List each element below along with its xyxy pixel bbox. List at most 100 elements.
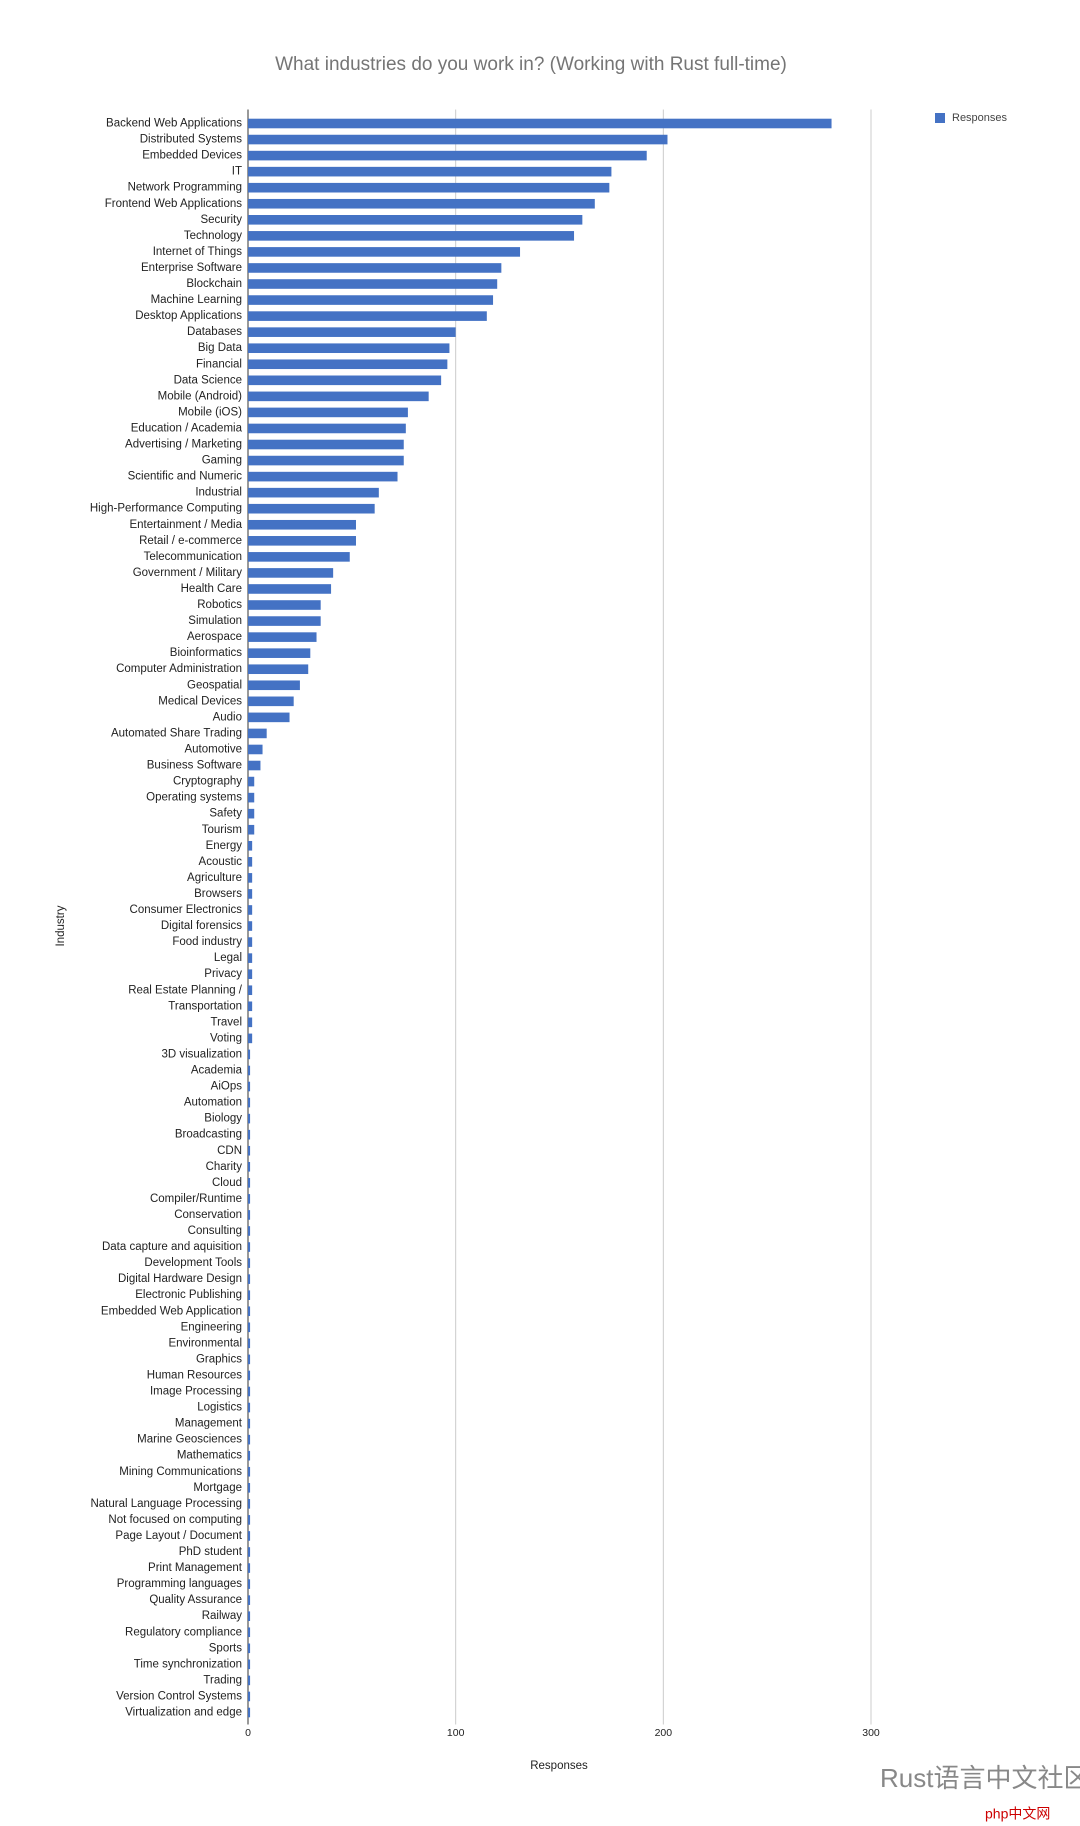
bar: [248, 134, 668, 145]
bar: [248, 985, 253, 996]
y-tick-label: Data Science: [174, 374, 242, 386]
bar: [248, 503, 375, 514]
bar: [248, 552, 350, 562]
bar: [248, 1001, 253, 1012]
y-tick-label: Technology: [184, 230, 242, 242]
bar: [248, 1386, 251, 1397]
y-tick-label: Not focused on computing: [108, 1514, 242, 1526]
bar: [248, 1274, 251, 1284]
y-tick-label: Image Processing: [150, 1386, 242, 1398]
y-tick-label: Health Care: [181, 583, 242, 595]
y-tick-label: Simulation: [188, 615, 242, 627]
y-tick-label: Computer Administration: [116, 663, 242, 675]
y-tick-label: Frontend Web Applications: [105, 198, 242, 210]
y-tick-label: Desktop Applications: [135, 310, 242, 322]
bar: [248, 1290, 251, 1300]
bar: [248, 1081, 251, 1092]
y-tick-label: Telecommunication: [144, 551, 242, 563]
y-tick-label: Virtualization and edge: [125, 1707, 242, 1719]
y-tick-label: Databases: [187, 326, 242, 338]
y-tick-label: PhD student: [179, 1546, 243, 1558]
y-tick-label: Broadcasting: [175, 1129, 242, 1141]
y-tick-label: Trading: [203, 1674, 242, 1686]
bar: [248, 1418, 251, 1429]
y-tick-label: Machine Learning: [151, 294, 242, 306]
y-tick-label: Industrial: [195, 487, 242, 499]
y-tick-label: Version Control Systems: [116, 1690, 242, 1702]
y-tick-label: Quality Assurance: [149, 1594, 242, 1606]
bar: [248, 1370, 251, 1381]
y-tick-label: Sports: [209, 1642, 242, 1654]
y-tick-label: Embedded Web Application: [101, 1305, 242, 1317]
bar: [248, 889, 253, 899]
y-tick-label: Blockchain: [186, 278, 242, 290]
bar: [248, 1097, 251, 1108]
bar: [248, 1659, 251, 1670]
bar: [248, 263, 502, 273]
y-tick-label: Data capture and aquisition: [102, 1241, 242, 1253]
y-tick-label: Government / Military: [133, 567, 243, 579]
bar: [248, 1145, 251, 1156]
bar: [248, 1049, 251, 1060]
bar: [248, 648, 311, 658]
y-tick-label: Bioinformatics: [170, 647, 242, 659]
bar: [248, 118, 832, 129]
bar: [248, 1178, 251, 1188]
bar: [248, 953, 253, 963]
y-tick-label: AiOps: [211, 1081, 243, 1093]
y-tick-label: Gaming: [202, 455, 242, 467]
y-tick-label: Browsers: [194, 888, 242, 900]
bar: [248, 921, 253, 931]
y-tick-label: Operating systems: [146, 792, 242, 804]
y-tick-label: Environmental: [168, 1337, 242, 1349]
y-tick-label: Medical Devices: [158, 695, 242, 707]
bar: [248, 198, 595, 209]
y-tick-label: Charity: [206, 1161, 243, 1173]
bar: [248, 905, 253, 915]
bar: [248, 1033, 253, 1044]
bar: [248, 1627, 251, 1638]
y-tick-label: Acoustic: [199, 856, 243, 868]
bar: [248, 792, 255, 803]
y-tick-label: Regulatory compliance: [125, 1626, 242, 1638]
y-tick-label: Digital forensics: [161, 920, 242, 932]
bar: [248, 1242, 251, 1252]
y-tick-label: Real Estate Planning /: [128, 984, 243, 996]
bar: [248, 873, 253, 883]
bar: [248, 455, 404, 466]
y-tick-label: Academia: [191, 1065, 243, 1077]
bar: [248, 1643, 251, 1654]
y-tick-label: Travel: [210, 1016, 242, 1028]
y-tick-label: Aerospace: [187, 631, 242, 643]
bar: [248, 150, 647, 161]
bar: [248, 680, 300, 691]
bar: [248, 166, 612, 177]
y-tick-label: High-Performance Computing: [90, 503, 242, 515]
y-tick-label: Electronic Publishing: [135, 1289, 242, 1301]
bar: [248, 311, 487, 321]
y-tick-label: Voting: [210, 1032, 242, 1044]
bar: [248, 600, 321, 610]
y-tick-label: Safety: [209, 808, 242, 820]
y-tick-label: Natural Language Processing: [90, 1498, 242, 1510]
y-tick-label: Network Programming: [128, 182, 242, 194]
y-tick-label: Transportation: [168, 1000, 242, 1012]
bar: [248, 231, 575, 241]
y-tick-label: Mortgage: [193, 1482, 242, 1494]
y-tick-label: Education / Academia: [131, 422, 243, 434]
y-tick-label: Biology: [204, 1113, 242, 1125]
y-tick-label: Page Layout / Document: [115, 1530, 242, 1542]
x-tick-label: 200: [655, 1727, 673, 1739]
bar: [248, 776, 255, 787]
bar: [248, 215, 583, 225]
bar: [248, 536, 356, 546]
y-tick-label: Consulting: [188, 1225, 242, 1237]
y-tick-label: Automated Share Trading: [111, 727, 242, 739]
y-tick-label: Compiler/Runtime: [150, 1193, 242, 1205]
y-tick-label: Audio: [213, 711, 242, 723]
y-tick-label: Time synchronization: [134, 1658, 242, 1670]
bar: [248, 1402, 251, 1413]
y-tick-label: Internet of Things: [153, 246, 243, 258]
y-tick-label: Consumer Electronics: [130, 904, 243, 916]
bar: [248, 1113, 251, 1124]
